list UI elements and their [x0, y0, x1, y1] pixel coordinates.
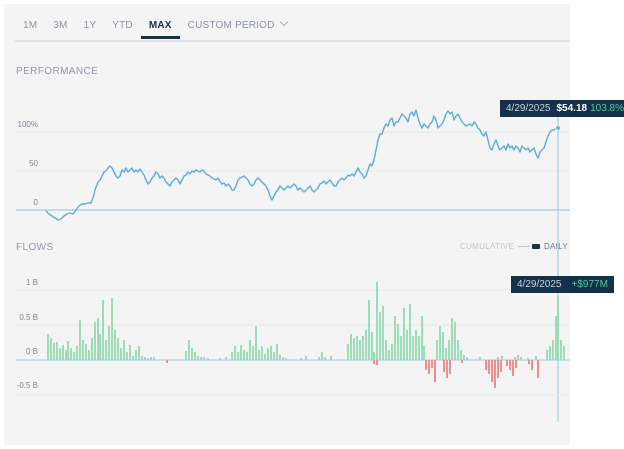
tab-3m[interactable]: 3M: [53, 20, 68, 31]
flows-tooltip-value: +$977M: [571, 279, 608, 290]
cumulative-line-icon: [517, 246, 530, 247]
performance-line: [45, 109, 558, 221]
perf-y-tick-50: 50: [29, 159, 38, 168]
flows-gridlines: [16, 289, 570, 396]
performance-title: PERFORMANCE: [16, 66, 99, 77]
flows-positive-bars: [47, 282, 565, 360]
flows-y-tick-neg0.5b: -0.5 B: [16, 381, 38, 390]
tabs-divider: [15, 40, 570, 42]
perf-tooltip-date: 4/29/2025: [506, 103, 551, 114]
flows-tooltip: 4/29/2025 +$977M: [511, 276, 614, 293]
flows-title: FLOWS: [16, 242, 54, 253]
tab-ytd[interactable]: YTD: [112, 20, 133, 31]
tab-1m[interactable]: 1M: [23, 20, 38, 31]
flows-y-tick-0.5b: 0.5 B: [19, 313, 38, 322]
flows-y-tick-0b: 0 B: [25, 347, 38, 356]
legend-daily[interactable]: DAILY: [543, 242, 568, 251]
performance-tooltip: 4/29/2025 $54.18 103.8%: [500, 100, 624, 117]
chart-panel: [4, 4, 570, 445]
period-tabs: 1M 3M 1Y YTD MAX CUSTOM PERIOD: [15, 17, 295, 40]
perf-tooltip-return: 103.8%: [590, 103, 624, 114]
flows-y-tick-1b: 1 B: [25, 278, 38, 287]
flows-negative-bars: [166, 360, 539, 388]
daily-bar-icon: [531, 244, 540, 249]
flows-legend: CUMULATIVE DAILY: [460, 242, 568, 251]
tab-1y[interactable]: 1Y: [83, 20, 97, 31]
tab-custom-period[interactable]: CUSTOM PERIOD: [180, 17, 295, 36]
perf-y-tick-100: 100%: [17, 120, 38, 129]
tab-max[interactable]: MAX: [140, 18, 180, 39]
perf-gridlines: [16, 131, 570, 172]
tab-custom-period-label: CUSTOM PERIOD: [187, 20, 275, 31]
flows-tooltip-date: 4/29/2025: [517, 279, 562, 290]
perf-y-tick-0: 0: [33, 198, 38, 207]
legend-cumulative[interactable]: CUMULATIVE: [460, 242, 514, 251]
perf-tooltip-price: $54.18: [556, 103, 588, 114]
